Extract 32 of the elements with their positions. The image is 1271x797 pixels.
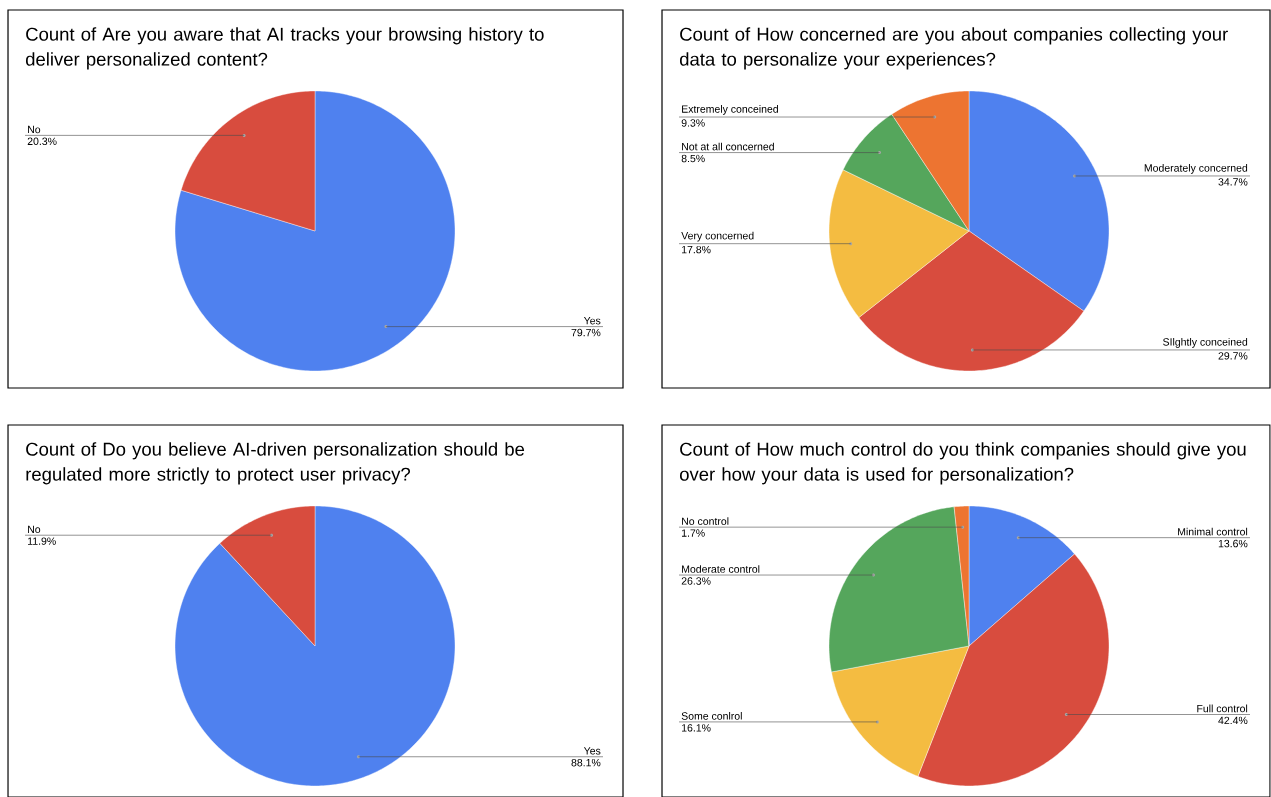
slice-label: No xyxy=(28,525,41,534)
data-label: 79.7% xyxy=(571,328,601,337)
data-label: 1.7% xyxy=(682,529,705,537)
slice-label: Not at all concerned xyxy=(682,142,774,151)
slice-label: SIlghtly conceined xyxy=(1163,337,1248,348)
chart-title: Count of How concerned are you about companies collecting your data to personalize your experiences? xyxy=(679,27,1228,70)
data-label: 34.7% xyxy=(1218,178,1248,186)
slice-label: Minimal control xyxy=(1178,527,1248,536)
chart-title: Count of Do you believe AI-driven personalization should be regulated more strictly to protect user privacy? xyxy=(26,442,525,485)
data-label: 13.6% xyxy=(1218,539,1248,548)
slice-label: Moderate control xyxy=(682,565,760,573)
slice-label: Extremely conceined xyxy=(682,105,778,115)
data-label: 88.1% xyxy=(571,758,601,767)
chart-title: Count of Are you aware that AI tracks your browsing history to deliver personalized content? xyxy=(26,27,544,70)
data-label: 20.3% xyxy=(27,137,57,146)
data-label: 17.8% xyxy=(682,245,711,254)
slice-label: Full control xyxy=(1197,704,1248,713)
slice-label: Moderately concerned xyxy=(1144,163,1248,174)
data-label: 8.5% xyxy=(681,154,705,163)
slice-label: No xyxy=(28,125,41,134)
data-label: 11.9% xyxy=(28,537,56,545)
data-label: 26.3% xyxy=(681,577,711,585)
data-label: 42.4% xyxy=(1218,716,1248,725)
data-label: 9.3% xyxy=(681,119,705,127)
slice-label: Yes xyxy=(583,747,601,755)
data-label: 16.1% xyxy=(682,724,711,732)
slice-label: No control xyxy=(682,517,729,525)
data-label: 29.7% xyxy=(1218,352,1248,360)
slice-label: Very concerned xyxy=(681,231,754,242)
slice-label: Yes xyxy=(583,317,601,325)
slice-label: Some conlrol xyxy=(681,712,742,720)
chart-title: Count of How much control do you think companies should give you over how your data is used for personalization? xyxy=(679,442,1246,485)
